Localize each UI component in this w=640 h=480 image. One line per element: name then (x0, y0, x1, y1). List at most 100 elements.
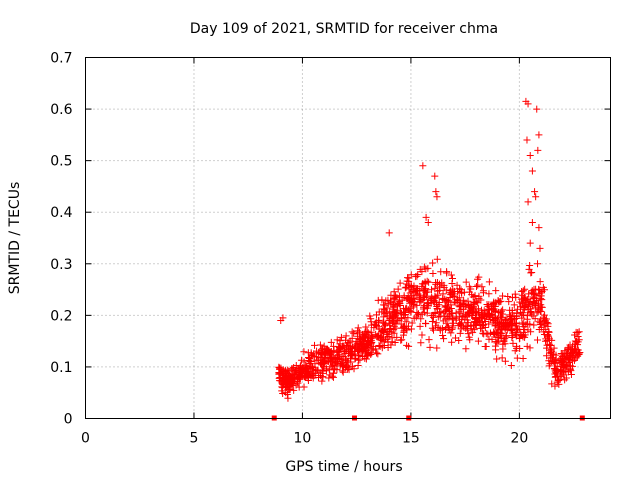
data-point (298, 356, 306, 364)
data-point (519, 333, 527, 341)
data-point (398, 324, 406, 332)
data-point (468, 305, 476, 313)
data-point (302, 361, 310, 369)
data-point (448, 316, 456, 324)
data-point (448, 338, 456, 346)
data-point (505, 320, 513, 328)
data-point (415, 310, 423, 318)
data-point (471, 292, 479, 300)
data-point (348, 328, 356, 336)
data-point (462, 301, 470, 309)
data-point (513, 305, 521, 313)
data-point (508, 333, 516, 341)
data-point (457, 288, 465, 296)
data-point (402, 318, 410, 326)
data-point (293, 378, 301, 386)
data-point (320, 342, 328, 350)
data-point (296, 374, 304, 382)
data-point (409, 303, 417, 311)
data-point (394, 285, 402, 293)
data-point (533, 336, 541, 344)
data-point (285, 379, 293, 387)
data-point (555, 377, 563, 385)
data-point (375, 341, 383, 349)
data-point (443, 319, 451, 327)
data-point (467, 285, 475, 293)
data-point (367, 351, 375, 359)
data-point (532, 285, 540, 293)
data-point (462, 345, 470, 353)
data-point (414, 311, 422, 319)
y-tick-label: 0.4 (50, 205, 72, 221)
data-point (380, 313, 388, 321)
data-point (523, 136, 531, 144)
data-point (543, 344, 551, 352)
data-point (507, 315, 515, 323)
data-point (526, 308, 534, 316)
y-tick-label: 0.5 (50, 154, 72, 170)
data-point (439, 290, 447, 298)
data-point (307, 350, 315, 358)
data-point (394, 302, 402, 310)
data-point (354, 332, 362, 340)
data-point (341, 363, 349, 371)
data-point (542, 315, 550, 323)
data-point (437, 268, 445, 276)
y-tick-label: 0.7 (50, 51, 72, 67)
data-point (519, 309, 527, 317)
data-point (536, 244, 544, 252)
tick-labels: 0 0.1 0.2 0.3 0.4 0.5 0.6 0.7 0 5 10 15 20 (50, 51, 528, 447)
data-point (420, 308, 428, 316)
data-point (442, 323, 450, 331)
data-point (280, 374, 288, 382)
data-point (369, 342, 377, 350)
data-point (436, 326, 444, 334)
data-point (542, 335, 550, 343)
data-point (347, 352, 355, 360)
data-point (419, 305, 427, 313)
data-point (526, 261, 534, 269)
data-point (452, 334, 460, 342)
data-point (428, 295, 436, 303)
data-point (282, 389, 290, 397)
data-point (414, 290, 422, 298)
data-point (553, 378, 561, 386)
data-point (422, 319, 430, 327)
data-point (559, 350, 567, 358)
data-point (375, 308, 383, 316)
data-point (491, 314, 499, 322)
data-point (404, 314, 412, 322)
data-point (423, 299, 431, 307)
data-point (485, 278, 493, 286)
data-point (435, 301, 443, 309)
data-point (469, 309, 477, 317)
data-point (498, 354, 506, 362)
chart-title: Day 109 of 2021, SRMTID for receiver chm… (190, 21, 498, 37)
data-point (490, 298, 498, 306)
data-point (536, 278, 544, 286)
y-tick-label: 0.2 (50, 308, 72, 324)
data-point (501, 335, 509, 343)
data-point (436, 312, 444, 320)
data-point (470, 300, 478, 308)
data-point (408, 319, 416, 327)
data-point (509, 339, 517, 347)
data-point (364, 341, 372, 349)
data-point (493, 339, 501, 347)
data-point (572, 337, 580, 345)
data-point (366, 312, 374, 320)
data-point (576, 349, 584, 357)
data-point (432, 188, 440, 196)
data-point (571, 331, 579, 339)
data-point (499, 345, 507, 353)
data-point (486, 329, 494, 337)
data-point (421, 279, 429, 287)
data-point (472, 314, 480, 322)
data-point (552, 368, 560, 376)
data-point (418, 282, 426, 290)
data-point (295, 370, 303, 378)
data-point (398, 296, 406, 304)
data-point (500, 336, 508, 344)
data-point (340, 353, 348, 361)
data-point (429, 270, 437, 278)
